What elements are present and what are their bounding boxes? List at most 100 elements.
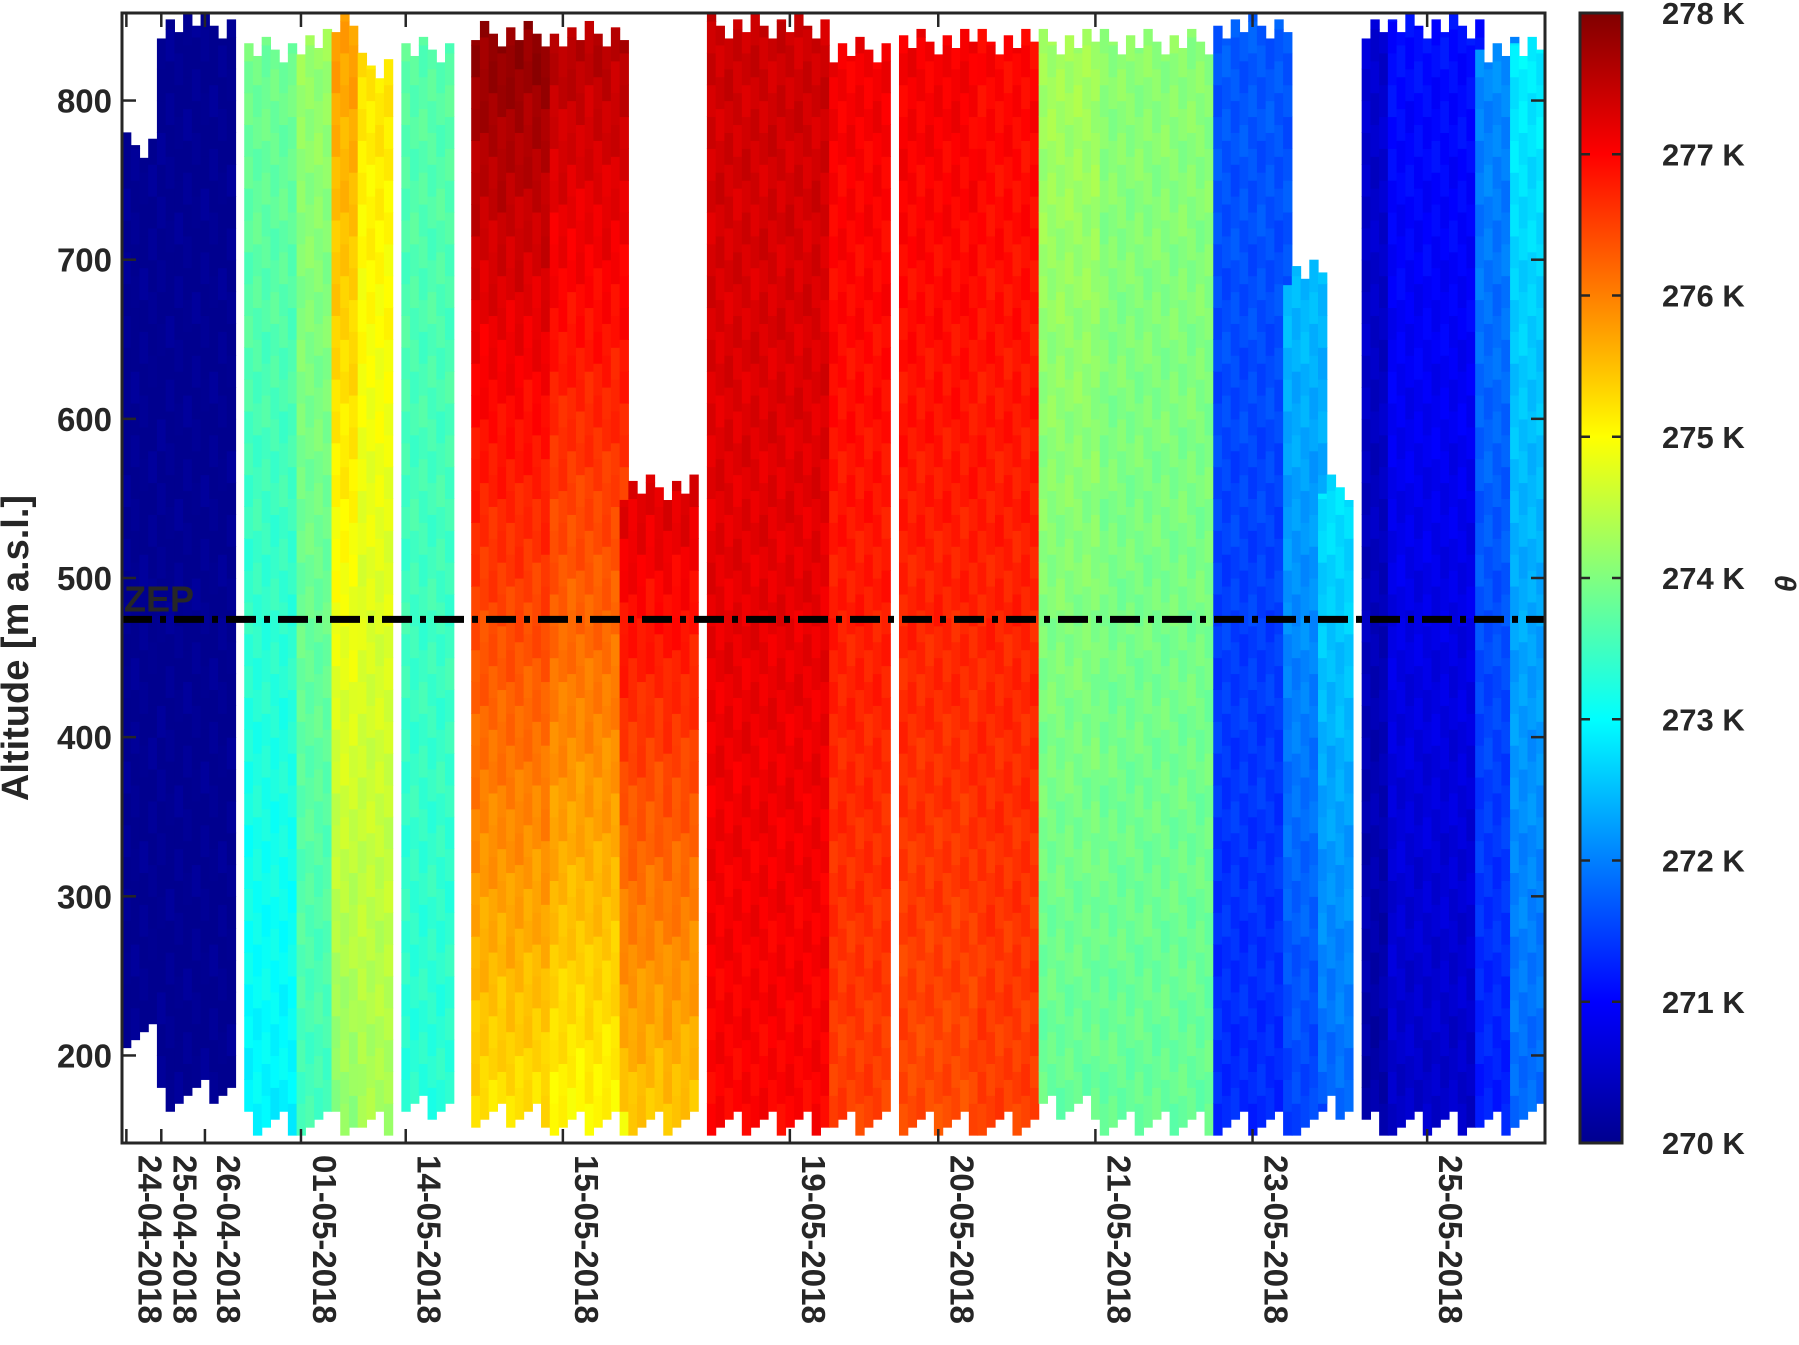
heatmap-cell: [174, 657, 184, 691]
heatmap-cell: [785, 426, 795, 460]
heatmap-cell: [541, 999, 551, 1033]
heatmap-cell: [1160, 665, 1171, 698]
heatmap-cell: [968, 530, 979, 563]
heatmap-cell: [1230, 578, 1241, 611]
heatmap-cell: [925, 474, 935, 507]
heatmap-cell: [1448, 983, 1459, 1017]
heatmap-cell: [383, 434, 394, 468]
heatmap-cell: [139, 426, 149, 460]
heatmap-cell: [846, 283, 856, 316]
heatmap-cell: [811, 530, 821, 563]
heatmap-cell: [427, 164, 437, 197]
heatmap-cell: [811, 84, 821, 118]
heatmap-cell: [1195, 347, 1206, 380]
heatmap-cell: [436, 888, 446, 921]
heatmap-cell: [1414, 824, 1424, 858]
heatmap-cell: [741, 402, 752, 436]
heatmap-cell: [261, 36, 272, 46]
heatmap-cell: [252, 116, 263, 149]
heatmap-cell: [1134, 148, 1145, 181]
heatmap-cell: [1038, 562, 1048, 595]
heatmap-cell: [628, 689, 638, 722]
heatmap-cell: [1291, 498, 1302, 531]
heatmap-cell: [130, 912, 141, 945]
heatmap-cell: [1318, 721, 1328, 754]
heatmap-cell: [1056, 800, 1066, 834]
heatmap-cell: [279, 856, 289, 889]
heatmap-cell: [1134, 434, 1145, 468]
heatmap-cell: [1387, 307, 1398, 340]
heatmap-cell: [872, 928, 883, 961]
heatmap-cell: [130, 466, 141, 500]
heatmap-cell: [244, 1015, 254, 1049]
heatmap-cell: [610, 952, 621, 985]
heatmap-cell: [995, 959, 1005, 993]
heatmap-cell: [680, 991, 691, 1025]
heatmap-cell: [322, 219, 333, 253]
heatmap-cell: [183, 904, 193, 937]
heatmap-cell: [567, 196, 577, 229]
heatmap-cell: [1265, 641, 1275, 675]
heatmap-cell: [776, 1071, 787, 1104]
heatmap-cell: [1274, 28, 1284, 62]
heatmap-cell: [1300, 617, 1310, 651]
heatmap-cell: [986, 1095, 996, 1128]
heatmap-cell: [802, 156, 813, 189]
heatmap-cell: [130, 148, 141, 181]
heatmap-cell: [575, 633, 586, 667]
heatmap-cell: [811, 784, 821, 818]
heatmap-cell: [410, 84, 420, 118]
heatmap-cell: [1169, 530, 1179, 563]
heatmap-cell: [1256, 331, 1267, 364]
heatmap-cell: [680, 514, 691, 547]
heatmap-cell: [122, 379, 132, 412]
heatmap-cell: [1466, 1095, 1476, 1128]
heatmap-cell: [1082, 840, 1092, 874]
heatmap-cell: [1108, 936, 1118, 969]
heatmap-cell: [1029, 68, 1040, 102]
heatmap-cell: [1108, 585, 1118, 619]
heatmap-cell: [471, 363, 481, 396]
heatmap-cell: [314, 482, 324, 515]
heatmap-cell: [1274, 156, 1284, 189]
heatmap-cell: [549, 498, 560, 531]
heatmap-cell: [1073, 912, 1083, 945]
heatmap-cell: [1221, 108, 1232, 141]
heatmap-cell: [1021, 108, 1031, 141]
heatmap-cell: [1047, 617, 1057, 651]
heatmap-cell: [270, 132, 280, 165]
heatmap-cell: [1422, 52, 1433, 86]
heatmap-cell: [523, 633, 533, 667]
heatmap-cell: [410, 466, 420, 500]
heatmap-cell: [1213, 434, 1223, 468]
heatmap-cell: [1091, 387, 1101, 420]
heatmap-cell: [1134, 243, 1145, 277]
heatmap-cell: [811, 434, 821, 468]
heatmap-cell: [1457, 625, 1468, 659]
heatmap-cell: [1370, 952, 1380, 985]
heatmap-cell: [436, 92, 446, 126]
heatmap-cell: [776, 84, 787, 118]
heatmap-cell: [733, 347, 743, 380]
heatmap-cell: [191, 832, 202, 866]
heatmap-cell: [331, 442, 341, 476]
heatmap-cell: [1283, 952, 1293, 985]
heatmap-cell: [872, 450, 883, 484]
heatmap-cell: [995, 896, 1005, 929]
heatmap-cell: [671, 1095, 682, 1128]
heatmap-cell: [1248, 243, 1258, 277]
heatmap-cell: [794, 68, 804, 102]
heatmap-cell: [1003, 283, 1014, 316]
heatmap-cell: [663, 625, 673, 659]
heatmap-cell: [401, 442, 411, 476]
heatmap-cell: [1099, 339, 1110, 372]
heatmap-cell: [811, 371, 821, 404]
heatmap-cell: [1221, 967, 1232, 1001]
heatmap-cell: [1160, 410, 1171, 444]
heatmap-cell: [130, 498, 141, 531]
heatmap-cell: [130, 180, 141, 213]
heatmap-cell: [846, 761, 856, 794]
heatmap-cell: [218, 808, 228, 842]
heatmap-cell: [1082, 490, 1092, 523]
heatmap-cell: [872, 196, 883, 229]
